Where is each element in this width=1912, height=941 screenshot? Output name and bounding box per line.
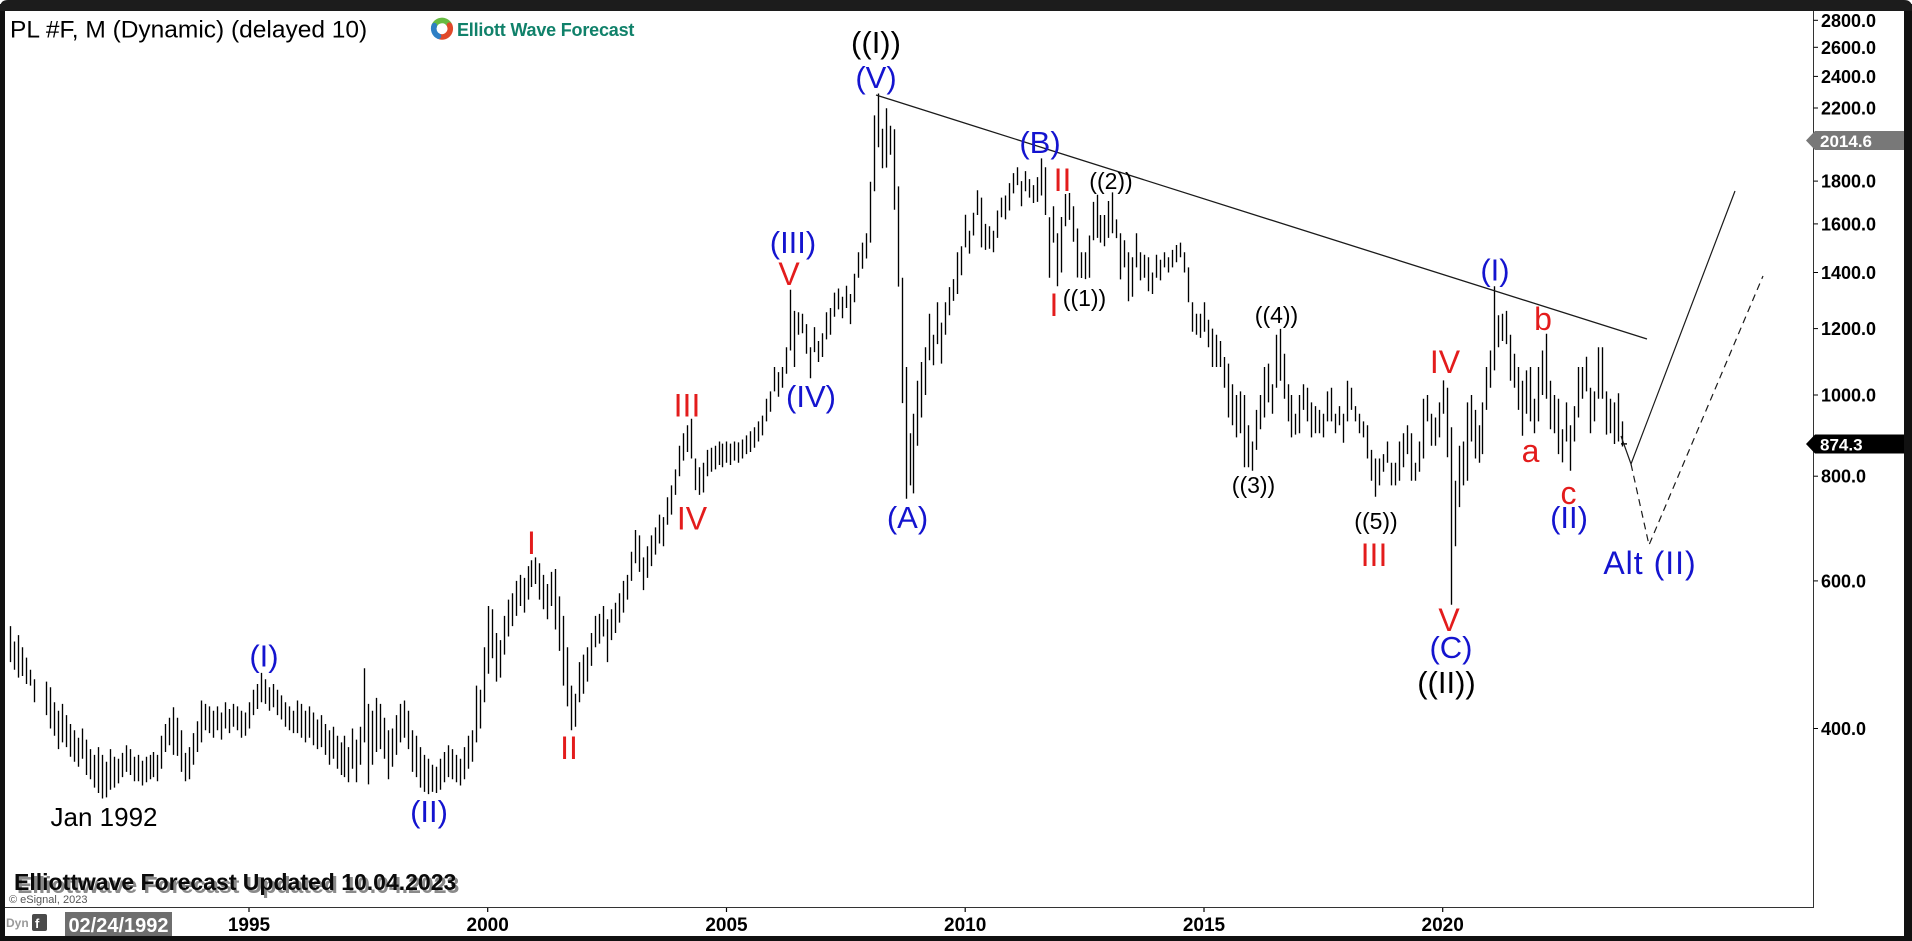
svg-text:(II): (II) <box>410 794 448 829</box>
svg-text:((1)): ((1)) <box>1063 285 1106 311</box>
svg-text:2014.6: 2014.6 <box>1820 132 1872 151</box>
svg-text:((3)): ((3)) <box>1232 472 1275 498</box>
svg-text:Jan 1992: Jan 1992 <box>51 802 158 832</box>
svg-text:1800.0: 1800.0 <box>1821 172 1876 192</box>
svg-text:400.0: 400.0 <box>1821 719 1866 739</box>
svg-text:2200.0: 2200.0 <box>1821 99 1876 119</box>
svg-text:1995: 1995 <box>228 915 271 936</box>
svg-text:b: b <box>1534 301 1552 337</box>
svg-text:(B): (B) <box>1019 125 1060 160</box>
svg-text:IV: IV <box>1430 344 1461 380</box>
svg-text:(C): (C) <box>1429 630 1472 665</box>
svg-text:(A): (A) <box>887 500 928 535</box>
svg-text:a: a <box>1522 433 1540 469</box>
svg-text:(III): (III) <box>770 225 817 260</box>
svg-text:III: III <box>1361 537 1388 573</box>
svg-text:Elliottwave Forecast Updated 1: Elliottwave Forecast Updated 10.04.2023 <box>17 872 459 898</box>
svg-text:V: V <box>778 256 800 292</box>
svg-text:IV: IV <box>677 501 708 537</box>
svg-text:PL #F, M (Dynamic) (delayed 10: PL #F, M (Dynamic) (delayed 10) <box>10 17 367 44</box>
svg-text:((4)): ((4)) <box>1255 302 1298 328</box>
svg-text:1000.0: 1000.0 <box>1821 386 1876 406</box>
svg-text:I: I <box>1050 287 1059 323</box>
svg-text:II: II <box>560 730 578 766</box>
svg-text:800.0: 800.0 <box>1821 467 1866 487</box>
svg-text:(I): (I) <box>249 639 278 674</box>
svg-text:III: III <box>674 388 701 424</box>
svg-text:2005: 2005 <box>705 915 748 936</box>
svg-text:2400.0: 2400.0 <box>1821 67 1876 87</box>
svg-text:((I)): ((I)) <box>851 25 901 60</box>
svg-text:1400.0: 1400.0 <box>1821 263 1876 283</box>
svg-text:(V): (V) <box>855 60 896 95</box>
svg-text:1600.0: 1600.0 <box>1821 214 1876 234</box>
svg-text:V: V <box>1438 602 1460 638</box>
svg-text:874.3: 874.3 <box>1820 436 1863 455</box>
svg-text:Dyn: Dyn <box>6 916 29 930</box>
svg-text:f: f <box>35 916 40 931</box>
svg-text:I: I <box>527 525 536 561</box>
svg-text:II: II <box>1054 162 1072 198</box>
svg-text:((2)): ((2)) <box>1089 168 1132 194</box>
svg-text:2800.0: 2800.0 <box>1821 11 1876 31</box>
svg-text:(I): (I) <box>1480 253 1509 288</box>
svg-text:c: c <box>1561 475 1577 511</box>
svg-text:2015: 2015 <box>1183 915 1226 936</box>
svg-text:(IV): (IV) <box>786 379 836 414</box>
svg-text:2020: 2020 <box>1422 915 1464 936</box>
svg-text:((5)): ((5)) <box>1354 508 1397 534</box>
svg-text:© eSignal, 2023: © eSignal, 2023 <box>9 894 87 906</box>
svg-text:2010: 2010 <box>944 915 986 936</box>
svg-text:2600.0: 2600.0 <box>1821 38 1876 58</box>
svg-text:Elliottwave Forecast Updated 1: Elliottwave Forecast Updated 10.04.2023 <box>14 869 456 895</box>
svg-text:Alt (II): Alt (II) <box>1603 545 1696 581</box>
svg-text:02/24/1992: 02/24/1992 <box>68 915 168 937</box>
svg-text:(II): (II) <box>1550 500 1588 535</box>
svg-text:((II)): ((II)) <box>1417 665 1476 700</box>
svg-text:2000: 2000 <box>467 915 509 936</box>
svg-text:Elliott Wave Forecast: Elliott Wave Forecast <box>457 20 634 40</box>
svg-text:600.0: 600.0 <box>1821 571 1866 591</box>
svg-text:1200.0: 1200.0 <box>1821 319 1876 339</box>
